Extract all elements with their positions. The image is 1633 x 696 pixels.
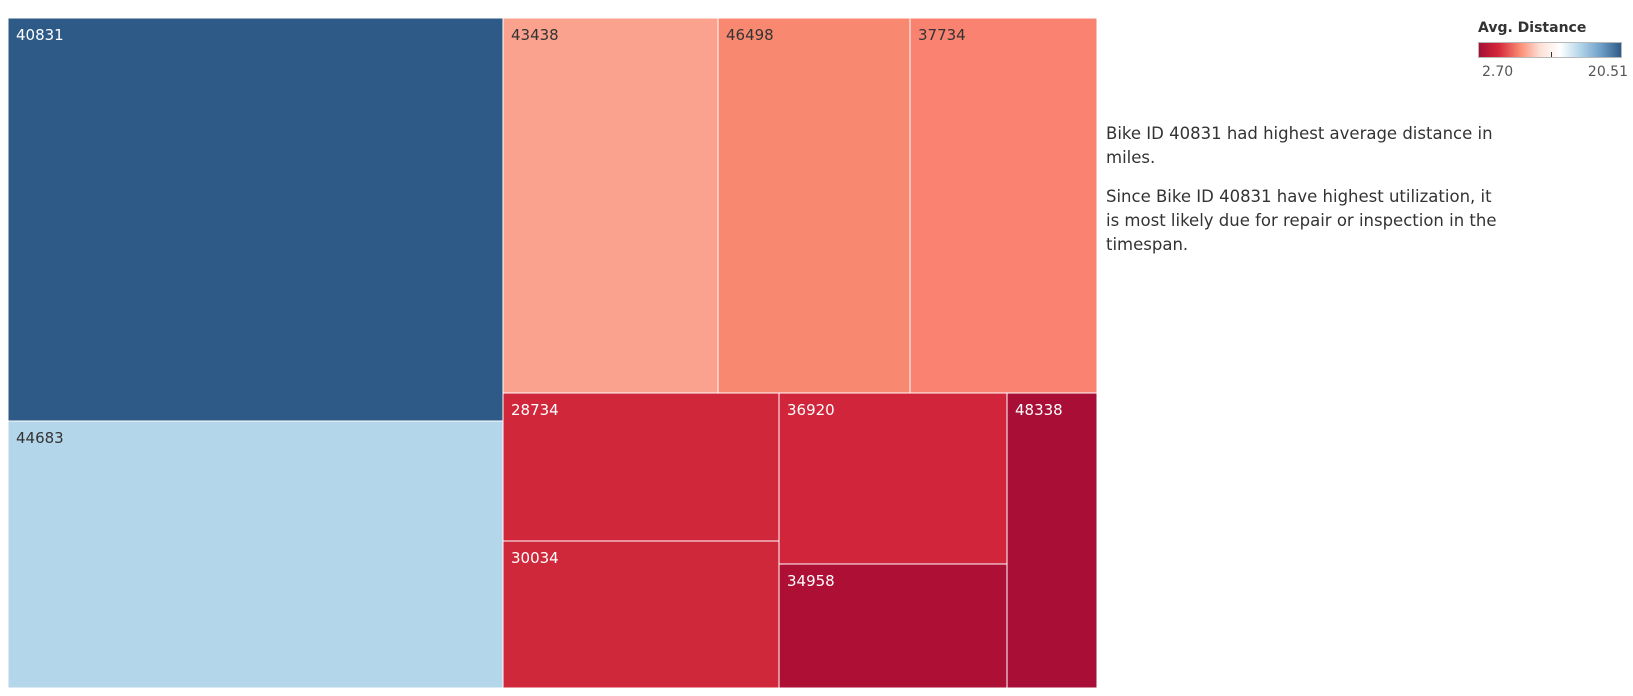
legend-gradient-bar — [1478, 42, 1622, 58]
treemap-cell-46498[interactable]: 46498 — [717, 17, 911, 394]
treemap-label-37734: 37734 — [918, 26, 966, 44]
treemap-label-43438: 43438 — [511, 26, 559, 44]
treemap-label-48338: 48338 — [1015, 401, 1063, 419]
treemap-label-46498: 46498 — [726, 26, 774, 44]
treemap-rect-30034[interactable] — [502, 540, 780, 689]
legend-title: Avg. Distance — [1478, 20, 1587, 36]
legend-max-label: 20.51 — [1587, 64, 1628, 80]
treemap-cell-44683[interactable]: 44683 — [7, 420, 504, 689]
treemap-label-28734: 28734 — [511, 401, 559, 419]
treemap-label-40831: 40831 — [16, 26, 64, 44]
treemap-cell-28734[interactable]: 28734 — [502, 392, 780, 542]
treemap-cell-40831[interactable]: 40831 — [7, 17, 504, 422]
treemap-rect-40831[interactable] — [7, 17, 504, 422]
legend-midpoint-tick — [1551, 52, 1552, 57]
treemap-label-36920: 36920 — [787, 401, 835, 419]
treemap-rect-28734[interactable] — [502, 392, 780, 542]
treemap-cell-34958[interactable]: 34958 — [778, 563, 1008, 689]
annotation-text: Bike ID 40831 had highest average distan… — [1106, 122, 1506, 272]
annotation-repair-note: Since Bike ID 40831 have highest utiliza… — [1106, 187, 1497, 254]
treemap-label-34958: 34958 — [787, 572, 835, 590]
treemap-cell-48338[interactable]: 48338 — [1006, 392, 1098, 689]
color-legend: Avg. Distance 2.70 20.51 — [1478, 20, 1628, 80]
legend-min-label: 2.70 — [1482, 64, 1514, 80]
treemap-cell-36920[interactable]: 36920 — [778, 392, 1008, 565]
treemap-rect-43438[interactable] — [502, 17, 719, 394]
treemap-rect-37734[interactable] — [909, 17, 1098, 394]
treemap-cell-37734[interactable]: 37734 — [909, 17, 1098, 394]
annotation-highest-distance: Bike ID 40831 had highest average distan… — [1106, 124, 1493, 167]
treemap-rect-46498[interactable] — [717, 17, 911, 394]
treemap-label-44683: 44683 — [16, 429, 64, 447]
treemap-rect-44683[interactable] — [7, 420, 504, 689]
treemap-label-30034: 30034 — [511, 549, 559, 567]
treemap-rect-36920[interactable] — [778, 392, 1008, 565]
treemap-cell-43438[interactable]: 43438 — [502, 17, 719, 394]
treemap-rect-34958[interactable] — [778, 563, 1008, 689]
treemap-cell-30034[interactable]: 30034 — [502, 540, 780, 689]
treemap-rect-48338[interactable] — [1006, 392, 1098, 689]
